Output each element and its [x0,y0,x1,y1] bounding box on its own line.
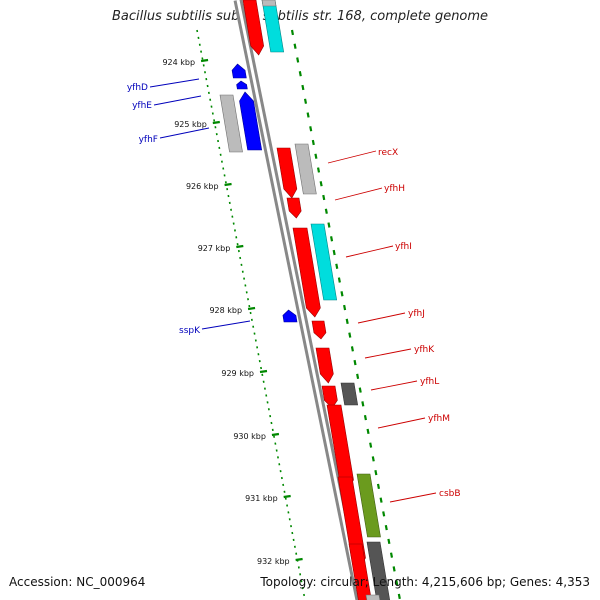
gene-label-leader [377,417,426,429]
topology-summary: Topology: circular; Length: 4,215,606 bp… [260,575,590,589]
gene-features [219,0,390,600]
gene-feature [261,0,285,53]
scale-tick [200,58,209,63]
gene-label-leader [334,187,383,201]
gene-label-leader [201,320,251,330]
gene-feature [340,382,359,406]
scale-tick [236,244,244,249]
gene-label-leader [357,312,406,324]
scale-tick [224,182,232,187]
scale-label: 931 kbp [245,494,278,503]
map-title: Bacillus subtilis subsp. subtilis str. 1… [111,9,489,24]
scale-label: 928 kbp [209,306,242,315]
gene-feature [310,223,338,301]
gene-label-leader [345,245,394,258]
gene-feature [348,543,372,600]
gene-feature [315,347,334,384]
gene-label-leader [153,95,202,106]
gene-label-yfhi[interactable]: yfhI [395,242,412,252]
gene-label-yfhj[interactable]: yfhJ [408,309,425,319]
gene-feature [239,91,263,151]
gene-feature [282,309,298,323]
scale-label: 932 kbp [257,557,290,566]
gene-label-yfhf[interactable]: yfhF [139,135,158,145]
gene-feature [236,80,248,90]
scale-tick [212,120,220,125]
scale-label: 924 kbp [162,58,195,67]
gene-label-csbb[interactable]: csbB [439,489,461,499]
gene-labels: yfhD yfhE yfhF recX yfhH yfhI sspK yfhJ yfhK yfhL… [127,78,461,503]
gene-feature [242,0,264,56]
gene-label-leader [327,150,377,164]
gene-label-leader [149,78,200,88]
gene-feature [356,473,381,538]
gene-feature [219,94,243,153]
gene-feature [366,541,390,600]
scale-label: 929 kbp [221,369,254,378]
gene-label-leader [389,492,437,503]
gene-feature [292,227,321,318]
feature-tracks [196,0,402,600]
scale-tick [247,306,256,311]
gene-label-yfhm[interactable]: yfhM [428,414,450,424]
gene-feature [294,143,317,195]
gene-feature [311,320,327,340]
gene-label-yfhh[interactable]: yfhH [384,184,405,194]
gene-feature [321,385,338,409]
scale-label: 926 kbp [186,182,219,191]
gene-feature [365,594,381,600]
scale-tick [295,557,303,562]
gene-label-yfhl[interactable]: yfhL [420,377,439,387]
accession-text: Accession: NC_000964 [9,575,146,589]
gene-label-yfhk[interactable]: yfhK [414,345,435,355]
gene-feature [231,63,247,79]
scale-labels: 924 kbp 925 kbp 926 kbp 927 kbp 928 kbp 929 k… [162,58,303,566]
scale-label: 930 kbp [233,432,266,441]
gene-label-sspk[interactable]: sspK [179,326,201,336]
scale-label: 927 kbp [198,244,231,253]
scale-tick [259,369,268,374]
gene-label-leader [159,127,210,139]
gene-feature [261,0,277,7]
scale-track-dotted [196,29,306,600]
gene-label-yfhe[interactable]: yfhE [132,101,152,111]
scale-tick [271,432,280,437]
scale-label: 925 kbp [174,120,207,129]
gene-label-leader [370,380,418,391]
gene-feature [276,147,298,199]
genome-backbone-inner [236,0,362,600]
gene-feature [286,197,302,219]
gene-label-leader [364,348,412,359]
gene-label-yfhd[interactable]: yfhD [127,83,148,93]
gene-label-recx[interactable]: recX [378,148,398,158]
scale-tick [283,494,291,499]
